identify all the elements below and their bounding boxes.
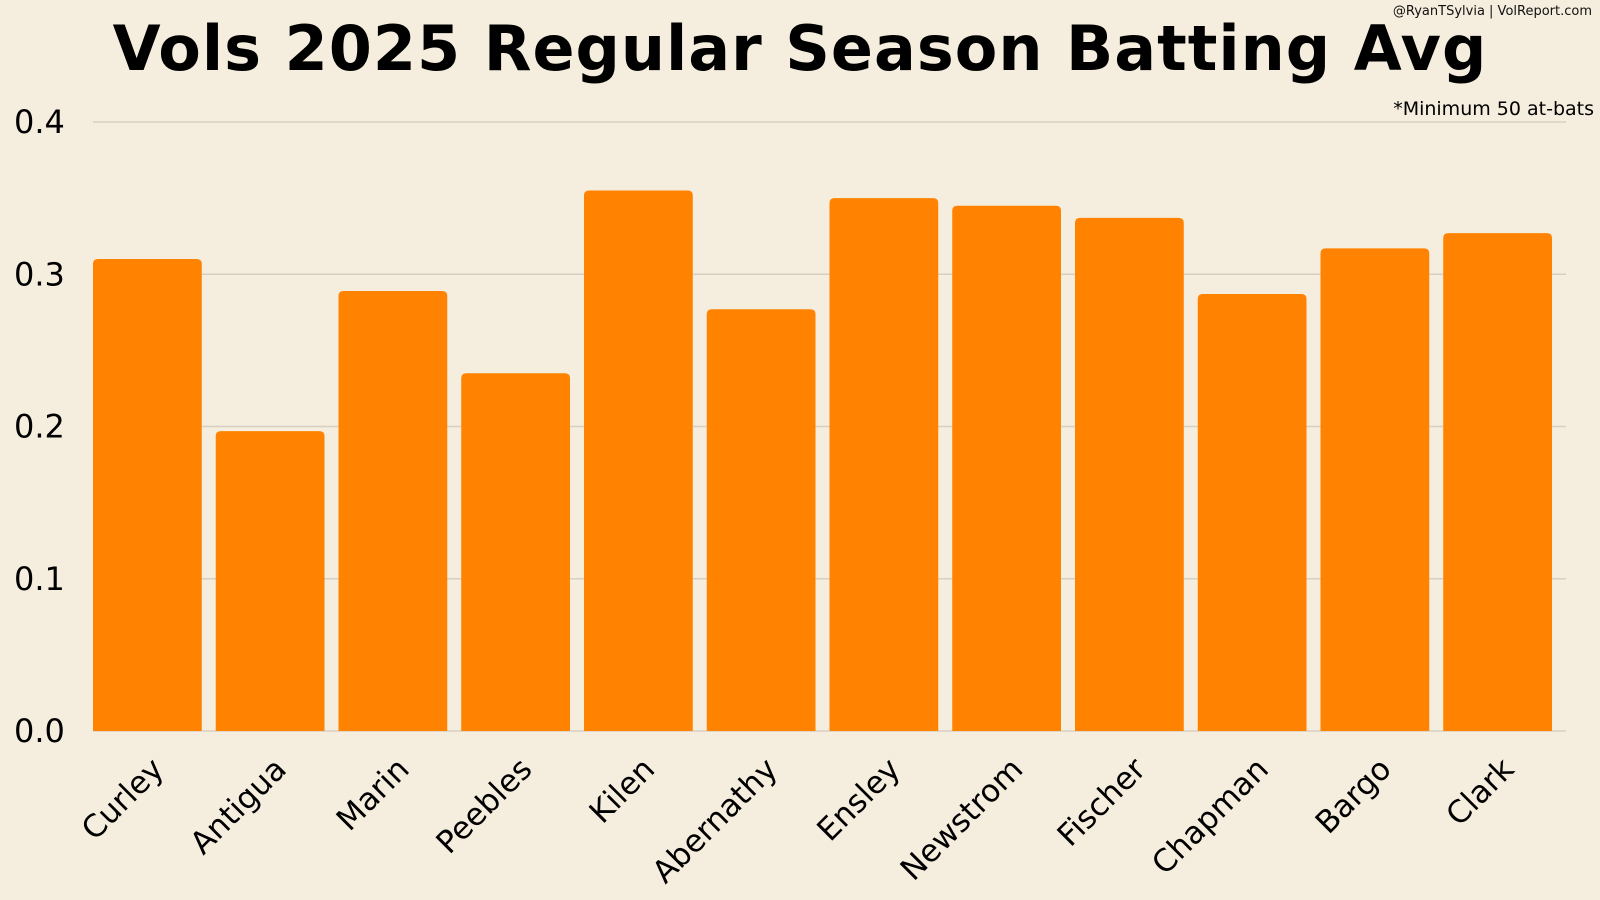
y-tick-label: 0.1 <box>14 560 65 598</box>
bar-antigua <box>215 431 325 731</box>
x-tick-label: Marin <box>330 751 417 838</box>
bar-bargo <box>1320 248 1430 731</box>
bar-kilen <box>584 190 693 731</box>
bar-newstrom <box>952 205 1061 732</box>
x-tick-label: Fischer <box>1051 751 1154 854</box>
x-tick-label: Abernathy <box>646 751 785 890</box>
bar-peebles <box>461 373 570 731</box>
y-tick-label: 0.3 <box>14 255 65 293</box>
credit-text: @RyanTSylvia | VolReport.com <box>1392 4 1592 19</box>
x-tick-label: Ensley <box>810 751 907 848</box>
chart-title: Vols 2025 Regular Season Batting Avg <box>112 12 1488 85</box>
bar-abernathy <box>706 309 816 731</box>
bars <box>93 190 1552 732</box>
bar-clark <box>1443 233 1552 731</box>
y-tick-label: 0.4 <box>14 103 65 141</box>
y-axis-ticks: 0.0 0.1 0.2 0.3 0.4 <box>14 103 65 750</box>
x-tick-label: Kilen <box>583 751 662 830</box>
x-tick-label: Bargo <box>1309 751 1399 841</box>
y-tick-label: 0.0 <box>14 712 65 750</box>
bar-marin <box>338 290 448 731</box>
x-tick-label: Clark <box>1439 751 1521 833</box>
x-tick-label: Peebles <box>430 751 540 861</box>
x-tick-label: Newstrom <box>894 751 1031 888</box>
bar-curley <box>93 259 202 731</box>
footnote: *Minimum 50 at-bats <box>1393 98 1594 120</box>
x-tick-label: Curley <box>75 751 171 847</box>
bar-fischer <box>1075 217 1184 732</box>
y-tick-label: 0.2 <box>14 408 65 446</box>
x-tick-label: Chapman <box>1145 751 1276 882</box>
x-tick-label: Antigua <box>184 751 294 861</box>
bar-ensley <box>829 198 939 731</box>
bar-chapman <box>1197 294 1307 731</box>
